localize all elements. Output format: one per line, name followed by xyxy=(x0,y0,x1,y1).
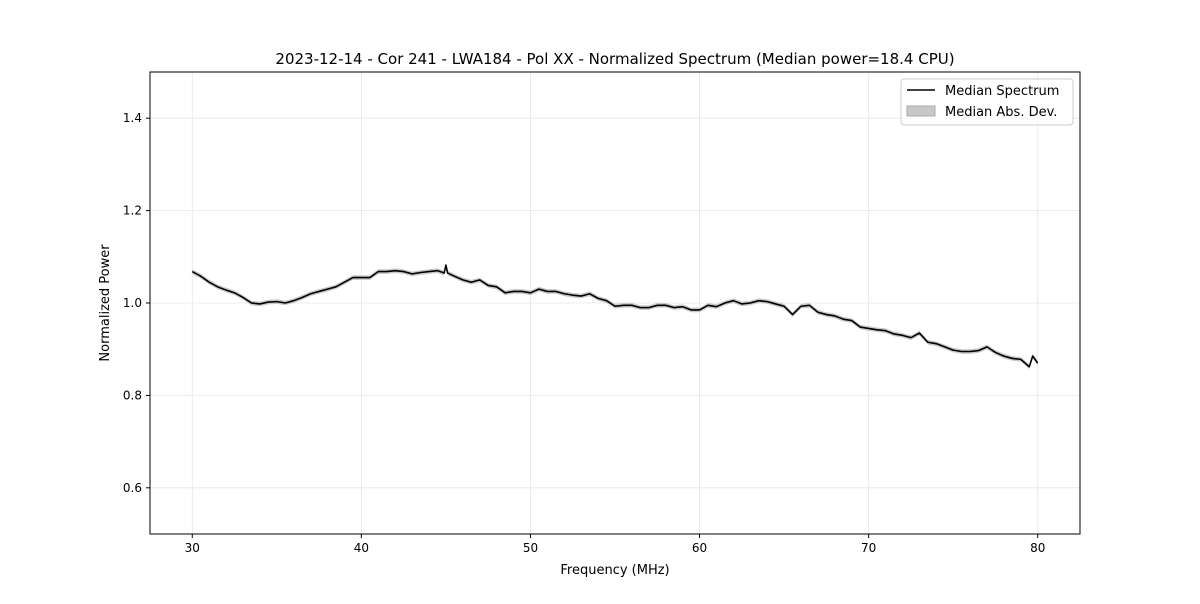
legend-median-abs-dev: Median Abs. Dev. xyxy=(945,105,1057,120)
y-axis-label: Normalized Power xyxy=(98,244,113,362)
x-tick-label: 50 xyxy=(523,541,538,555)
chart-title: 2023-12-14 - Cor 241 - LWA184 - Pol XX -… xyxy=(275,50,954,68)
x-tick-label: 70 xyxy=(861,541,876,555)
x-tick-label: 30 xyxy=(185,541,200,555)
y-tick-label: 0.8 xyxy=(123,388,142,402)
y-tick-label: 0.6 xyxy=(123,481,142,495)
x-axis-label: Frequency (MHz) xyxy=(560,563,669,578)
y-tick-label: 1.0 xyxy=(123,296,142,310)
median-spectrum-line xyxy=(191,264,1039,368)
x-tick-label: 80 xyxy=(1030,541,1045,555)
x-tick-label: 60 xyxy=(692,541,707,555)
y-tick-label: 1.2 xyxy=(123,204,142,218)
legend-median-spectrum: Median Spectrum xyxy=(945,84,1059,99)
legend-box xyxy=(900,78,1074,126)
x-axis-ticks: 30 40 50 60 70 80 xyxy=(185,534,1045,555)
legend: Median Spectrum Median Abs. Dev. xyxy=(900,78,1074,126)
y-tick-label: 1.4 xyxy=(123,111,142,125)
x-tick-label: 40 xyxy=(354,541,369,555)
legend-band-swatch xyxy=(906,105,936,117)
y-axis-ticks: 0.6 0.8 1.0 1.2 1.4 xyxy=(123,111,150,495)
median-spectrum-path xyxy=(191,264,1039,368)
